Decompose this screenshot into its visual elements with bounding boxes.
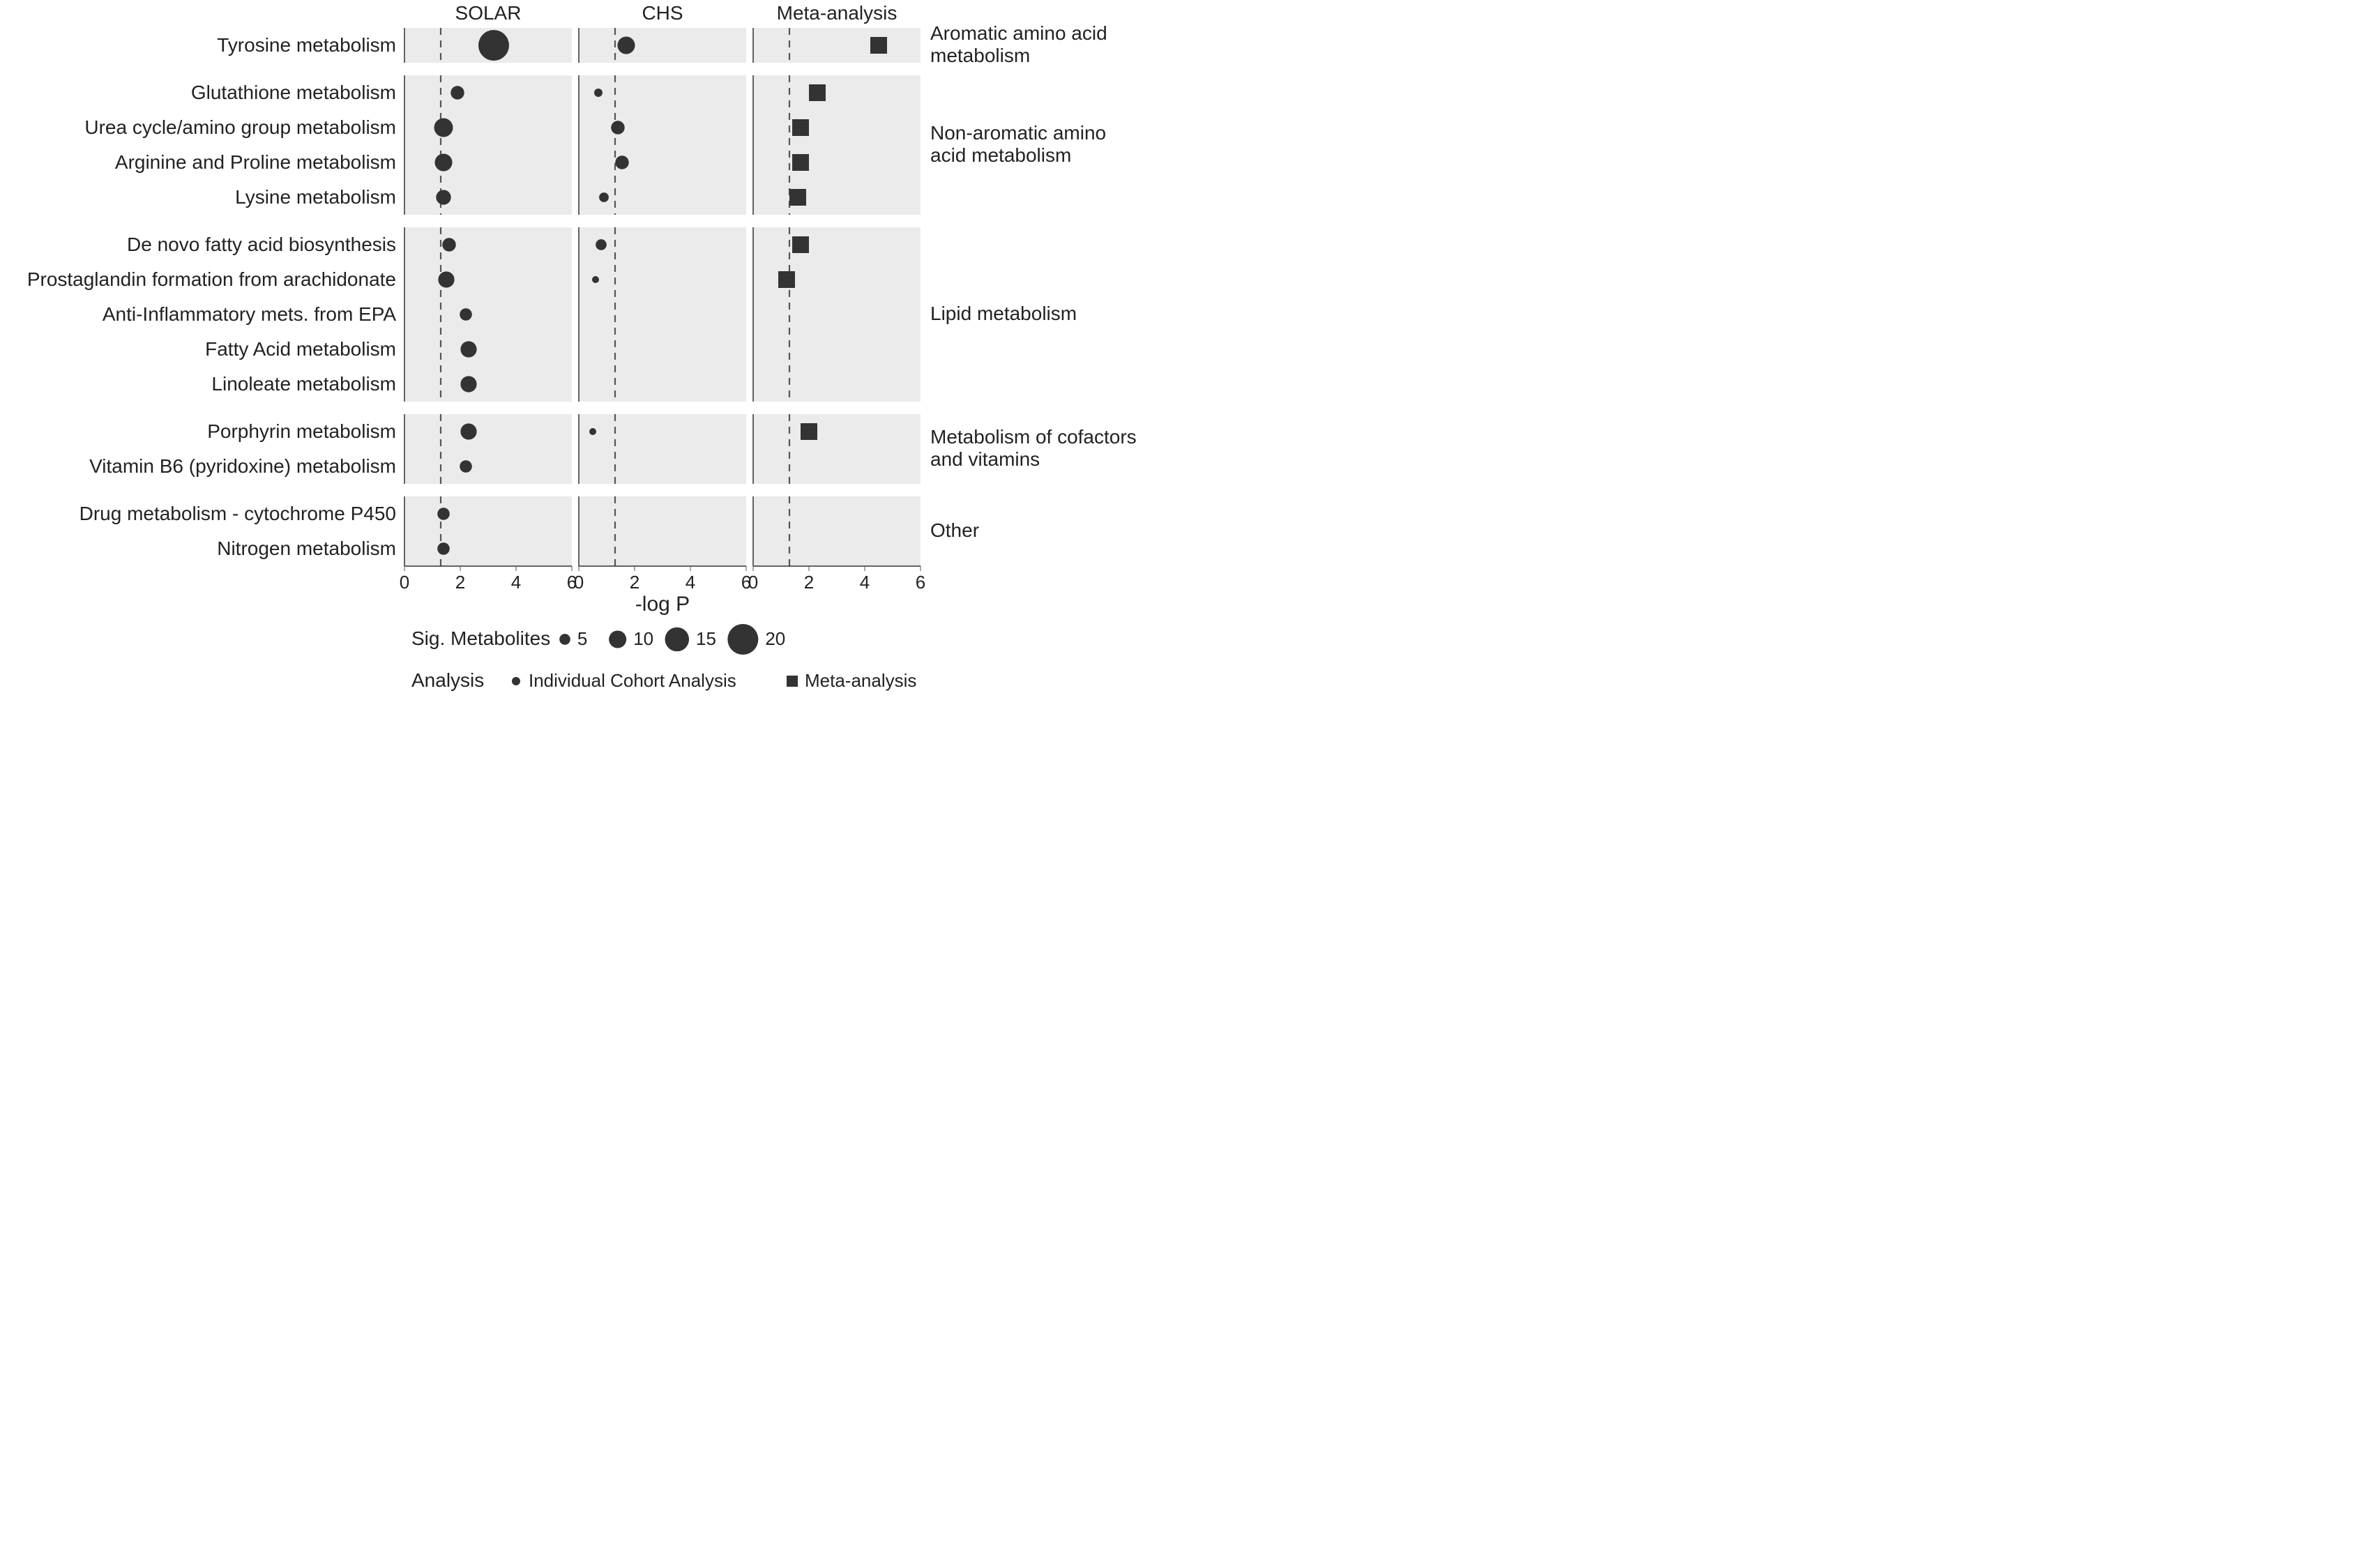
legend-size-label: 10 (633, 628, 653, 649)
panel-bg (579, 28, 746, 63)
cohort-marker (460, 341, 476, 357)
row-label: Urea cycle/amino group metabolism (84, 116, 396, 138)
row-label: Prostaglandin formation from arachidonat… (27, 268, 396, 290)
meta-marker (789, 189, 806, 206)
cohort-marker (460, 423, 476, 439)
cohort-marker (436, 190, 450, 204)
x-tick-label: 4 (511, 572, 521, 593)
x-tick-label: 2 (804, 572, 814, 593)
row-label: Nitrogen metabolism (217, 538, 396, 559)
legend-shape-label: Individual Cohort Analysis (529, 670, 736, 691)
legend-size-title: Sig. Metabolites (411, 627, 550, 649)
legend-shape-marker (512, 677, 520, 685)
row-label: Glutathione metabolism (191, 82, 396, 103)
x-tick-label: 2 (455, 572, 465, 593)
group-label: Non-aromatic amino (930, 122, 1106, 144)
cohort-marker (442, 238, 455, 251)
x-tick-label: 4 (686, 572, 695, 593)
cohort-marker (460, 308, 472, 321)
cohort-marker (437, 508, 450, 520)
cohort-marker (434, 153, 452, 171)
cohort-marker (615, 155, 628, 169)
cohort-marker (617, 36, 635, 54)
panel-bg (404, 414, 572, 484)
cohort-marker (434, 119, 453, 137)
cohort-marker (596, 239, 607, 250)
x-tick-label: 2 (630, 572, 639, 593)
cohort-marker (478, 30, 509, 61)
cohort-marker (437, 542, 450, 555)
row-label: Anti-Inflammatory mets. from EPA (103, 303, 396, 325)
x-tick-label: 4 (860, 572, 870, 593)
panel-bg (404, 496, 572, 566)
row-label: Linoleate metabolism (211, 373, 396, 395)
x-tick-label: 0 (748, 572, 758, 593)
cohort-marker (594, 89, 603, 97)
group-label: Lipid metabolism (930, 303, 1077, 324)
cohort-marker (460, 460, 472, 473)
cohort-marker (611, 121, 624, 134)
column-header: Meta-analysis (777, 2, 898, 24)
row-label: Fatty Acid metabolism (205, 338, 396, 360)
panel-bg (404, 227, 572, 402)
meta-marker (792, 119, 809, 136)
x-tick-label: 6 (916, 572, 925, 593)
group-label: Other (930, 519, 979, 541)
panel-bg (579, 414, 746, 484)
row-label: Vitamin B6 (pyridoxine) metabolism (89, 455, 396, 477)
group-label: Metabolism of cofactors (930, 426, 1137, 448)
row-label: Arginine and Proline metabolism (115, 151, 396, 173)
group-label: and vitamins (930, 448, 1040, 470)
panel-bg (753, 227, 921, 402)
legend-size-marker (609, 630, 626, 648)
meta-marker (792, 236, 809, 253)
legend-size-label: 20 (765, 628, 785, 649)
row-label: Drug metabolism - cytochrome P450 (79, 503, 396, 524)
legend-size-label: 5 (577, 628, 587, 649)
meta-marker (778, 271, 795, 288)
panel-bg (753, 496, 921, 566)
cohort-marker (460, 376, 476, 392)
row-label: De novo fatty acid biosynthesis (127, 234, 396, 255)
group-label: Aromatic amino acid (930, 22, 1107, 44)
cohort-marker (592, 276, 599, 283)
row-label: Porphyrin metabolism (207, 420, 396, 442)
column-header: SOLAR (455, 2, 522, 24)
cohort-marker (438, 271, 454, 287)
group-label: metabolism (930, 45, 1030, 66)
panel-bg (404, 75, 572, 215)
legend-size-label: 15 (696, 628, 716, 649)
meta-marker (801, 423, 817, 440)
panel-bg (753, 75, 921, 215)
row-label: Tyrosine metabolism (217, 34, 396, 56)
chart-container: SOLAR CHS Meta-analysis Tyrosine metabolism… (0, 0, 1189, 784)
cohort-marker (599, 192, 609, 202)
panel-bg (579, 496, 746, 566)
legend-size-marker (727, 624, 758, 655)
column-header: CHS (642, 2, 683, 24)
legend-size-marker (665, 627, 690, 652)
legend-shape-label: Meta-analysis (805, 670, 916, 691)
meta-marker (792, 154, 809, 171)
meta-marker (809, 84, 826, 101)
panel-bg (753, 414, 921, 484)
cohort-marker (589, 428, 596, 435)
x-tick-label: 0 (400, 572, 409, 593)
meta-marker (870, 37, 887, 54)
group-label: acid metabolism (930, 144, 1071, 166)
legend-size-marker (559, 634, 570, 645)
panel-bg (579, 227, 746, 402)
legend-shape-marker (787, 676, 798, 687)
x-axis-label: -log P (635, 593, 690, 616)
panel-bg (753, 28, 921, 63)
cohort-marker (450, 86, 464, 99)
x-tick-label: 0 (574, 572, 584, 593)
faceted-dot-plot: SOLAR CHS Meta-analysis Tyrosine metabolism… (0, 0, 1158, 720)
legend-shape-title: Analysis (411, 669, 484, 691)
row-label: Lysine metabolism (235, 186, 396, 208)
